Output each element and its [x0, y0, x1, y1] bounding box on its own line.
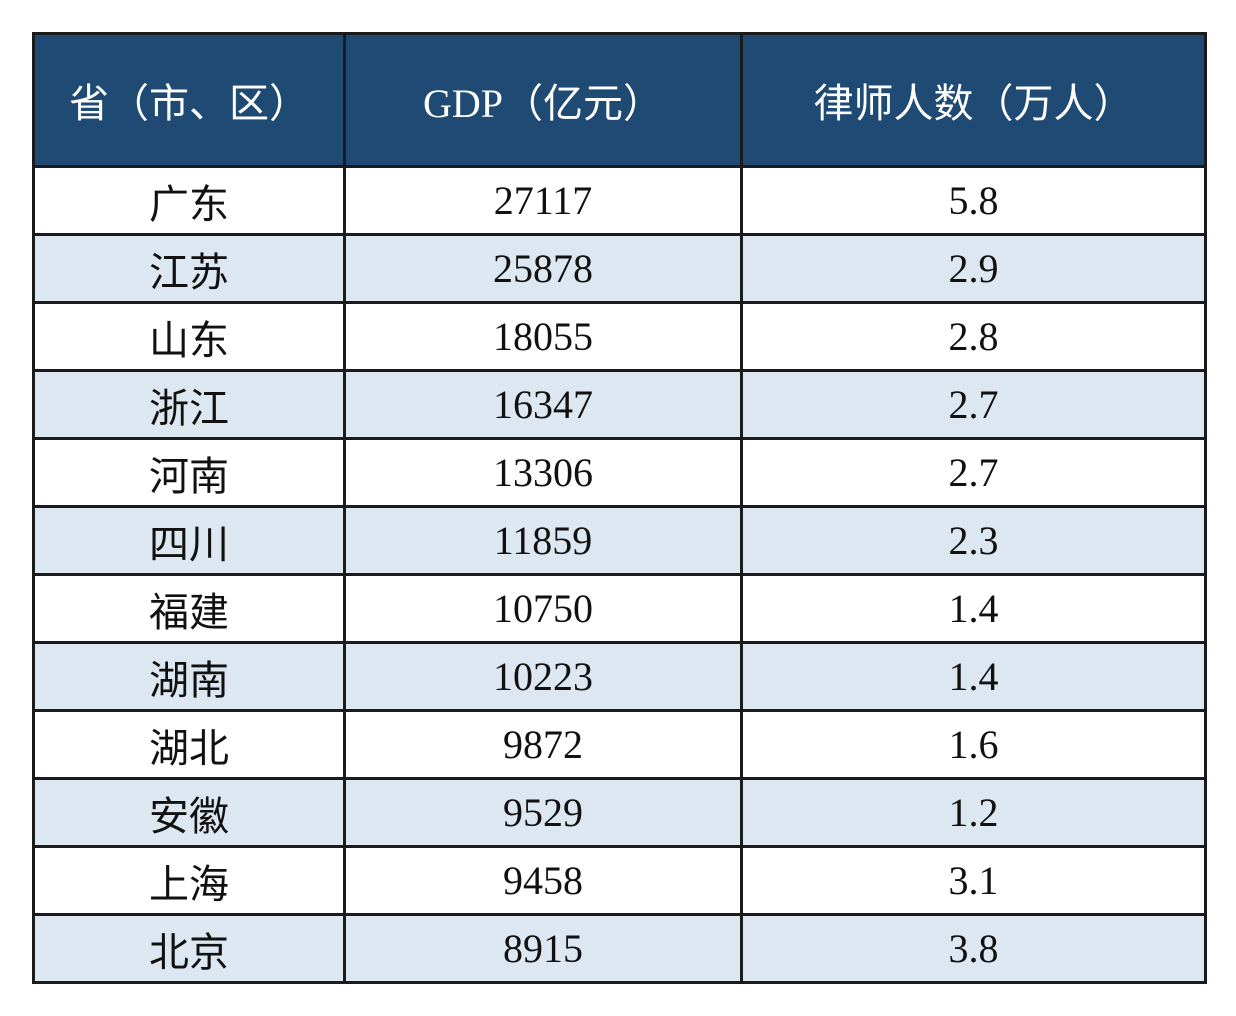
table-cell: 1.2 — [740, 777, 1207, 848]
table-body: 广东 27117 5.8 江苏 25878 2.9 山东 18055 2.8 浙江 16347 2.7… — [32, 165, 1207, 984]
table-cell: 10223 — [343, 641, 743, 712]
table-cell: 9529 — [343, 777, 743, 848]
table-cell: 9872 — [343, 709, 743, 780]
table-cell: 1.6 — [740, 709, 1207, 780]
table-row: 上海 9458 3.1 — [32, 845, 1207, 916]
table-cell: 2.3 — [740, 505, 1207, 576]
table-cell: 3.8 — [740, 913, 1207, 984]
header-cell: GDP（亿元） — [343, 32, 743, 168]
header-row: 省（市、区） GDP（亿元） 律师人数（万人） — [32, 32, 1207, 168]
header-cell: 省（市、区） — [32, 32, 346, 168]
table-cell: 河南 — [32, 437, 346, 508]
table-cell: 25878 — [343, 233, 743, 304]
table-cell: 2.7 — [740, 437, 1207, 508]
table-cell: 11859 — [343, 505, 743, 576]
table-row: 广东 27117 5.8 — [32, 165, 1207, 236]
table-cell: 安徽 — [32, 777, 346, 848]
table-cell: 福建 — [32, 573, 346, 644]
table-cell: 27117 — [343, 165, 743, 236]
data-table: 省（市、区） GDP（亿元） 律师人数（万人） 广东 27117 5.8 江苏 25878 2… — [32, 32, 1207, 984]
table-cell: 2.7 — [740, 369, 1207, 440]
table-cell: 北京 — [32, 913, 346, 984]
table-row: 山东 18055 2.8 — [32, 301, 1207, 372]
table-cell: 湖南 — [32, 641, 346, 712]
table-cell: 13306 — [343, 437, 743, 508]
table-cell: 10750 — [343, 573, 743, 644]
table-row: 浙江 16347 2.7 — [32, 369, 1207, 440]
table-cell: 江苏 — [32, 233, 346, 304]
table-row: 湖北 9872 1.6 — [32, 709, 1207, 780]
table-row: 福建 10750 1.4 — [32, 573, 1207, 644]
table-cell: 5.8 — [740, 165, 1207, 236]
table-cell: 18055 — [343, 301, 743, 372]
table-cell: 2.9 — [740, 233, 1207, 304]
table-row: 江苏 25878 2.9 — [32, 233, 1207, 304]
table-cell: 2.8 — [740, 301, 1207, 372]
header-cell: 律师人数（万人） — [740, 32, 1207, 168]
table-cell: 8915 — [343, 913, 743, 984]
table-cell: 湖北 — [32, 709, 346, 780]
table-row: 四川 11859 2.3 — [32, 505, 1207, 576]
table-cell: 1.4 — [740, 573, 1207, 644]
table-row: 湖南 10223 1.4 — [32, 641, 1207, 712]
table-cell: 1.4 — [740, 641, 1207, 712]
table-cell: 上海 — [32, 845, 346, 916]
table-row: 安徽 9529 1.2 — [32, 777, 1207, 848]
table-cell: 3.1 — [740, 845, 1207, 916]
table-cell: 山东 — [32, 301, 346, 372]
table-row: 北京 8915 3.8 — [32, 913, 1207, 984]
table-cell: 9458 — [343, 845, 743, 916]
table-cell: 16347 — [343, 369, 743, 440]
table-cell: 浙江 — [32, 369, 346, 440]
table-cell: 四川 — [32, 505, 346, 576]
table-cell: 广东 — [32, 165, 346, 236]
table-row: 河南 13306 2.7 — [32, 437, 1207, 508]
